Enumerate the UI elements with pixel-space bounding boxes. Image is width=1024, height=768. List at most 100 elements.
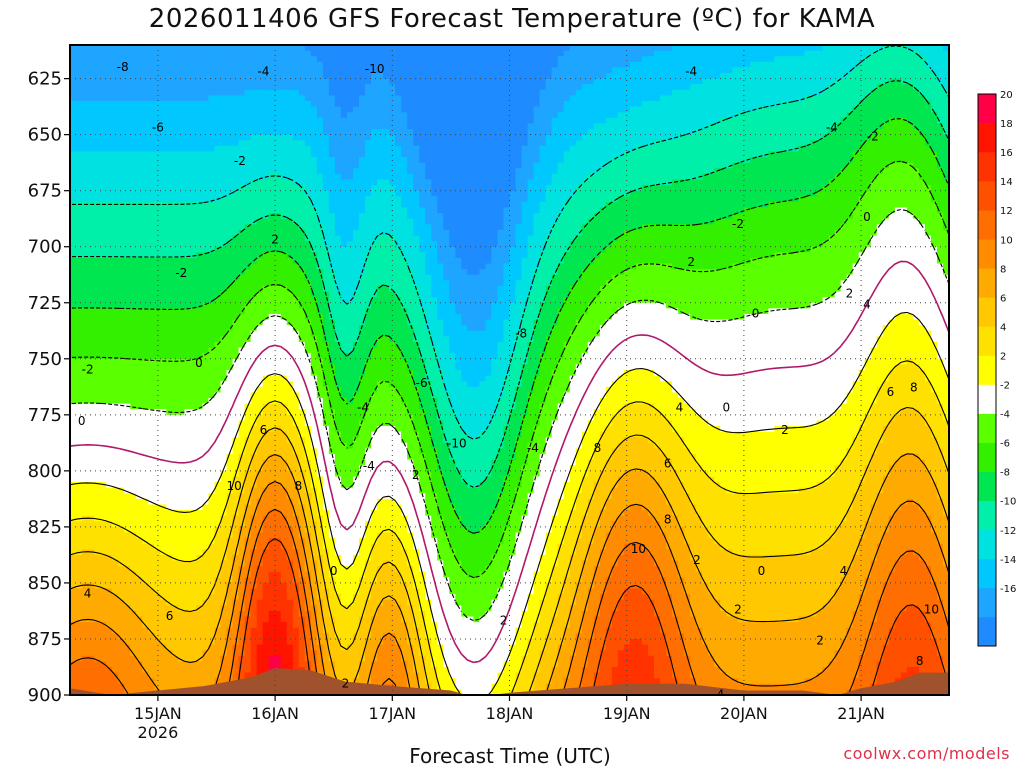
field-cell	[202, 118, 209, 124]
field-cell	[937, 95, 944, 101]
field-cell	[738, 101, 745, 107]
field-cell	[305, 67, 312, 73]
field-cell	[708, 107, 715, 113]
field-cell	[88, 90, 95, 96]
field-cell	[865, 107, 872, 113]
field-cell	[624, 62, 631, 68]
field-cell	[305, 118, 312, 124]
field-cell	[895, 112, 902, 118]
field-cell	[443, 90, 450, 96]
field-cell	[780, 84, 787, 90]
field-cell	[594, 79, 601, 85]
field-cell	[817, 107, 824, 113]
field-cell	[931, 90, 938, 96]
field-cell	[901, 101, 908, 107]
field-cell	[94, 51, 101, 57]
field-cell	[359, 118, 366, 124]
field-cell	[245, 101, 252, 107]
field-cell	[588, 101, 595, 107]
field-cell	[82, 51, 89, 57]
field-cell	[546, 118, 553, 124]
field-cell	[196, 79, 203, 85]
field-cell	[829, 73, 836, 79]
field-cell	[503, 101, 510, 107]
field-cell	[88, 107, 95, 113]
field-cell	[383, 101, 390, 107]
field-cell	[317, 79, 324, 85]
field-cell	[835, 84, 842, 90]
field-cell	[455, 56, 462, 62]
field-cell	[154, 62, 161, 68]
field-cell	[160, 90, 167, 96]
field-cell	[485, 118, 492, 124]
field-cell	[564, 107, 571, 113]
field-cell	[317, 123, 324, 129]
field-cell	[786, 73, 793, 79]
field-cell	[865, 62, 872, 68]
field-cell	[491, 79, 498, 85]
field-cell	[774, 67, 781, 73]
field-cell	[82, 79, 89, 85]
field-cell	[534, 101, 541, 107]
field-cell	[359, 101, 366, 107]
field-cell	[172, 62, 179, 68]
field-cell	[136, 73, 143, 79]
field-cell	[251, 67, 258, 73]
field-cell	[407, 79, 414, 85]
field-cell	[528, 107, 535, 113]
field-cell	[762, 84, 769, 90]
field-cell	[805, 51, 812, 57]
field-cell	[371, 84, 378, 90]
field-cell	[817, 56, 824, 62]
field-cell	[76, 67, 83, 73]
field-cell	[750, 79, 757, 85]
field-cell	[293, 67, 300, 73]
field-cell	[744, 67, 751, 73]
field-cell	[407, 90, 414, 96]
field-cell	[516, 118, 523, 124]
field-cell	[666, 62, 673, 68]
field-cell	[341, 95, 348, 101]
field-cell	[221, 79, 228, 85]
field-cell	[847, 84, 854, 90]
field-cell	[853, 90, 860, 96]
field-cell	[299, 62, 306, 68]
field-cell	[431, 101, 438, 107]
field-cell	[299, 73, 306, 79]
field-cell	[780, 51, 787, 57]
field-cell	[269, 84, 276, 90]
field-cell	[455, 51, 462, 57]
field-cell	[546, 112, 553, 118]
field-cell	[696, 79, 703, 85]
field-cell	[413, 73, 420, 79]
field-cell	[172, 95, 179, 101]
field-cell	[877, 107, 884, 113]
field-cell	[684, 90, 691, 96]
field-cell	[178, 95, 185, 101]
field-cell	[287, 51, 294, 57]
field-cell	[425, 79, 432, 85]
field-cell	[100, 51, 107, 57]
field-cell	[786, 62, 793, 68]
field-cell	[570, 118, 577, 124]
field-cell	[208, 107, 215, 113]
field-cell	[636, 101, 643, 107]
field-cell	[570, 62, 577, 68]
field-cell	[618, 79, 625, 85]
field-cell	[913, 118, 920, 124]
field-cell	[654, 95, 661, 101]
field-cell	[768, 56, 775, 62]
field-cell	[293, 84, 300, 90]
field-cell	[227, 90, 234, 96]
field-cell	[696, 51, 703, 57]
field-cell	[503, 107, 510, 113]
field-cell	[76, 107, 83, 113]
field-cell	[895, 79, 902, 85]
field-cell	[245, 118, 252, 124]
field-cell	[401, 118, 408, 124]
field-cell	[570, 112, 577, 118]
field-cell	[636, 51, 643, 57]
field-cell	[299, 67, 306, 73]
field-cell	[756, 84, 763, 90]
field-cell	[570, 51, 577, 57]
